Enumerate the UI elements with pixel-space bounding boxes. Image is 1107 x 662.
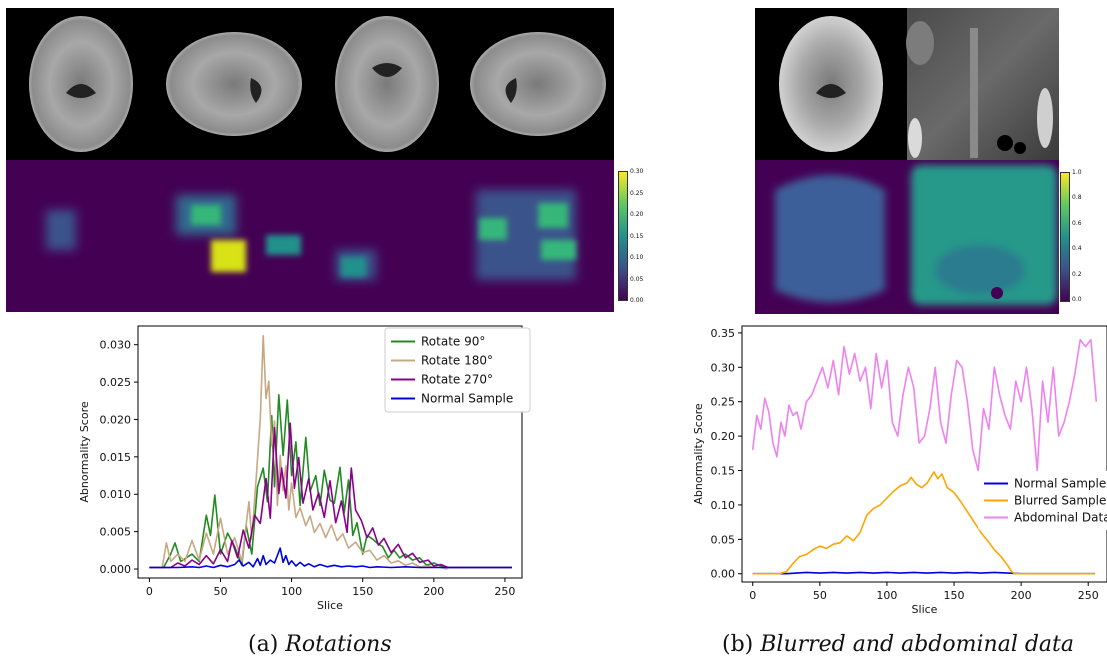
x-tick-label: 100 <box>876 589 897 602</box>
y-tick-label: 0.00 <box>711 568 736 581</box>
x-tick-label: 250 <box>1078 589 1099 602</box>
caption-a-label: (a) <box>248 632 279 657</box>
series-line-rotate-270- <box>149 422 512 569</box>
x-tick-label: 50 <box>813 589 827 602</box>
caption-a-text: Rotations <box>285 632 392 657</box>
rotation-abnormality-chart: 0 50 100 150 200 250 0.000 0.005 0.010 0.015 0.020… <box>78 325 531 612</box>
series-line-normal-sample <box>752 571 1095 575</box>
x-tick-label: 50 <box>213 585 227 598</box>
colorbar-b-tick: 0.0 <box>1072 295 1082 303</box>
colorbar-a <box>618 171 628 301</box>
colorbar-b-tick: 0.8 <box>1072 194 1082 202</box>
brain-slice-4 <box>470 32 606 136</box>
series-group <box>751 338 1098 575</box>
x-axis-label: Slice <box>912 603 938 616</box>
y-tick-label: 0.015 <box>100 451 132 464</box>
caption-a: (a) Rotations <box>248 632 392 657</box>
y-axis-label: Abnormality Score <box>78 401 91 502</box>
heatmap-image <box>46 190 576 280</box>
blur-abdominal-abnormality-chart: 0 50 100 150 200 250 0.00 0.05 0.10 0.15 0.20 0.25 0… <box>692 325 1107 616</box>
y-tick-label: 0.025 <box>100 376 132 389</box>
legend: Normal Sample Blurred Sample Abdominal Dat… <box>978 471 1107 530</box>
legend-box <box>978 471 1107 530</box>
colorbar-a-ticks: 0.30 0.25 0.20 0.15 0.10 0.05 0.00 <box>630 168 643 304</box>
y-tick-label: 0.25 <box>711 396 736 409</box>
colorbar-a-tick: 0.25 <box>630 189 644 197</box>
brain-slice-3 <box>335 16 439 152</box>
x-tick-label: 100 <box>281 585 302 598</box>
colorbar-a-tick: 0.15 <box>630 232 644 240</box>
legend-label: Rotate 270° <box>421 373 493 387</box>
colorbar-a-tick: 0.20 <box>630 211 644 218</box>
rotation-anomaly-heatmap <box>6 160 614 312</box>
colorbar-b-tick: 1.0 <box>1072 169 1082 176</box>
plot-frame <box>741 325 1107 583</box>
caption-b-text: Blurred and abdominal data <box>760 632 1075 657</box>
legend: Rotate 90° Rotate 180° Rotate 270° Normal S… <box>384 327 531 413</box>
mri-axial-slices-strip <box>6 8 614 160</box>
y-tick-label: 0.030 <box>100 339 132 352</box>
x-axis-label: Slice <box>317 599 343 612</box>
y-tick-label: 0.020 <box>100 413 132 426</box>
y-tick-label: 0.010 <box>100 488 132 501</box>
x-tick-label: 150 <box>352 585 373 598</box>
series-group <box>149 334 512 570</box>
x-tick-label: 200 <box>423 585 444 598</box>
legend-label: Rotate 180° <box>421 354 493 368</box>
caption-b-label: (b) <box>722 632 754 657</box>
series-line-abdominal-data <box>751 338 1098 472</box>
y-tick-label: 0.15 <box>711 465 736 478</box>
colorbar-b-tick: 0.4 <box>1072 245 1082 253</box>
legend-label: Rotate 90° <box>421 335 485 349</box>
y-tick-label: 0.30 <box>711 361 736 374</box>
colorbar-a-tick: 0.00 <box>630 297 644 304</box>
brain-slice-2 <box>166 32 302 136</box>
heatmap-b-image <box>775 165 1057 305</box>
blurred-abdominal-heatmap <box>755 160 1059 314</box>
colorbar-b <box>1060 172 1070 302</box>
x-tick-label: 150 <box>944 589 965 602</box>
y-tick-label: 0.005 <box>100 526 132 539</box>
y-tick-label: 0.05 <box>711 533 736 546</box>
brain-and-abdomen-images <box>755 8 1059 160</box>
x-tick-label: 0 <box>146 585 153 598</box>
x-tick-label: 200 <box>1011 589 1032 602</box>
x-tick-label: 250 <box>494 585 515 598</box>
x-tick-label: 0 <box>749 589 756 602</box>
series-line-rotate-180- <box>149 334 512 570</box>
colorbar-a-tick: 0.30 <box>630 168 644 175</box>
y-tick-label: 0.20 <box>711 430 736 443</box>
colorbar-b-tick: 0.6 <box>1072 219 1082 227</box>
mri-slices-image <box>29 16 606 152</box>
caption-b: (b) Blurred and abdominal data <box>722 632 1074 657</box>
series-line-normal-sample <box>149 547 512 569</box>
colorbar-a-tick: 0.05 <box>630 275 644 283</box>
legend-box <box>384 327 531 413</box>
y-axis-label: Abnormality Score <box>692 403 705 504</box>
y-tick-label: 0.000 <box>100 563 132 576</box>
plot-frame <box>137 325 523 579</box>
colorbar-b-ticks: 1.0 0.8 0.6 0.4 0.2 0.0 <box>1072 169 1082 303</box>
colorbar-b-tick: 0.2 <box>1072 270 1082 278</box>
colorbar-a-tick: 0.10 <box>630 254 644 261</box>
legend-label: Normal Sample <box>1014 477 1106 491</box>
legend-label: Normal Sample <box>421 392 513 406</box>
y-tick-label: 0.35 <box>711 327 736 340</box>
y-tick-label: 0.10 <box>711 499 736 512</box>
legend-label: Abdominal Data <box>1014 511 1107 525</box>
series-line-blurred-sample <box>752 471 1095 575</box>
brain-abdomen-image <box>779 8 1059 160</box>
legend-label: Blurred Sample <box>1014 494 1106 508</box>
